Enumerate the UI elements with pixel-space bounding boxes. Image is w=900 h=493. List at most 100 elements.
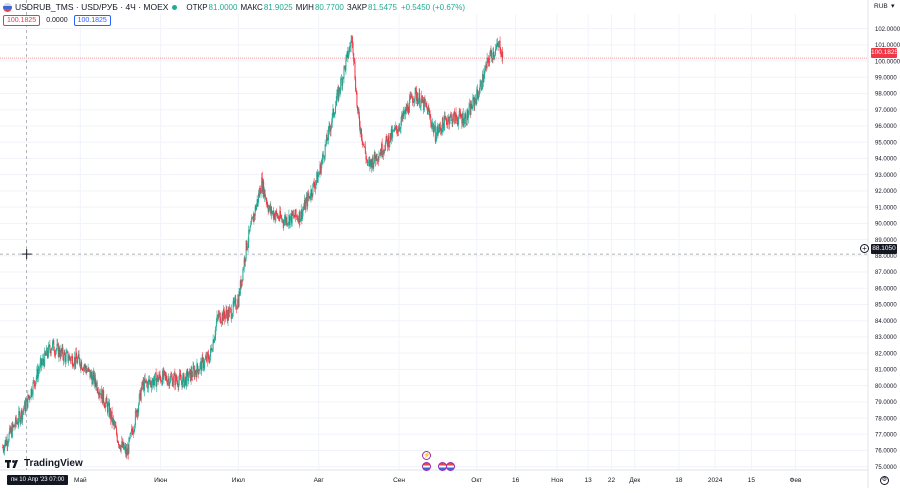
candle-body xyxy=(96,382,98,392)
y-tick-label: 83.0000 xyxy=(875,335,897,341)
candle-body xyxy=(485,64,487,68)
candle-body xyxy=(239,291,241,295)
candle-body xyxy=(423,98,425,111)
candle-body xyxy=(367,161,369,163)
candle-body xyxy=(338,87,340,92)
candle-body xyxy=(107,404,109,413)
candle-body xyxy=(315,180,317,185)
candle-body xyxy=(314,186,316,189)
lightning-icon[interactable]: ⚡ xyxy=(422,451,431,460)
candle-body xyxy=(261,177,263,193)
candle-body xyxy=(208,354,210,360)
candle-body xyxy=(39,362,41,370)
candle-body xyxy=(200,360,202,371)
candle-body xyxy=(406,104,408,111)
candle-body xyxy=(439,127,441,131)
us-flag-icon[interactable] xyxy=(422,462,431,471)
candle-body xyxy=(40,358,42,363)
tradingview-mark-icon xyxy=(5,459,18,468)
tradingview-logo[interactable]: TradingView xyxy=(5,458,83,469)
candle-body xyxy=(14,426,16,427)
us-flag-icon[interactable] xyxy=(446,462,455,471)
candle-body xyxy=(455,112,457,118)
candle-body xyxy=(470,103,472,115)
chevron-down-icon[interactable]: ▾ xyxy=(891,3,895,10)
candle-body xyxy=(254,206,256,216)
candle-body xyxy=(16,422,18,423)
candle-body xyxy=(303,207,305,210)
candle-body xyxy=(184,376,186,381)
candle-body xyxy=(395,125,397,130)
candle-body xyxy=(482,73,484,83)
candle-body xyxy=(210,348,212,349)
candle-body xyxy=(427,108,429,115)
candle-body xyxy=(381,143,383,156)
candle-body xyxy=(90,372,92,378)
buy-button[interactable]: 100.1825 xyxy=(73,15,111,26)
candle-body xyxy=(151,382,153,388)
candle-body xyxy=(178,380,180,387)
candle-body xyxy=(373,162,375,168)
candle-body xyxy=(161,381,163,385)
candle-body xyxy=(232,301,234,314)
candle-body xyxy=(393,127,395,132)
candle-body xyxy=(293,214,295,218)
candle-body xyxy=(158,374,160,379)
candle-body xyxy=(220,322,222,324)
gear-icon[interactable]: ⚙ xyxy=(880,476,889,485)
candle-body xyxy=(332,108,334,114)
candle-body xyxy=(421,95,423,103)
currency-label[interactable]: RUB xyxy=(874,3,888,10)
candle-body xyxy=(460,117,462,118)
x-tick-label: Ноя xyxy=(551,477,563,484)
candle-body xyxy=(44,351,46,355)
candle-body xyxy=(212,339,214,351)
candle-body xyxy=(353,52,355,62)
candle-body xyxy=(336,93,338,102)
candle-body xyxy=(31,388,33,395)
candle-body xyxy=(252,216,254,222)
candle-body xyxy=(236,307,238,309)
candle-body xyxy=(441,129,443,133)
candle-body xyxy=(312,183,314,196)
sell-button[interactable]: 100.1825 xyxy=(3,15,41,26)
candle-body xyxy=(364,146,366,148)
candle-body xyxy=(72,366,74,367)
candle-body xyxy=(82,369,84,371)
candle-body xyxy=(160,377,162,382)
x-tick-label: 22 xyxy=(608,477,616,484)
candle-body xyxy=(181,380,183,387)
candle-body xyxy=(374,151,376,159)
candle-body xyxy=(221,321,223,323)
symbol-title[interactable]: USDRUB_TMS · USD/РУБ · 4Ч · MOEX xyxy=(15,2,169,12)
candle-body xyxy=(7,443,9,446)
candle-body xyxy=(164,371,166,376)
x-tick-label: Сен xyxy=(393,477,405,484)
candle-body xyxy=(35,377,37,382)
candle-body xyxy=(407,104,409,113)
plus-circle-icon[interactable]: + xyxy=(860,244,869,253)
candle-body xyxy=(449,120,451,125)
candle-body xyxy=(457,122,459,125)
candle-body xyxy=(51,342,53,348)
candle-body xyxy=(112,418,114,422)
candle-body xyxy=(259,188,261,196)
candle-body xyxy=(472,97,474,109)
candle-body xyxy=(52,340,54,343)
candle-body xyxy=(456,118,458,123)
candle-body xyxy=(297,218,299,220)
candle-body xyxy=(342,77,344,79)
candle-body xyxy=(36,368,38,378)
candle-body xyxy=(124,446,126,448)
candle-body xyxy=(326,134,328,141)
candle-body xyxy=(238,291,240,307)
candle-body xyxy=(474,98,476,100)
candle-body xyxy=(316,172,318,181)
candle-body xyxy=(108,403,110,405)
candle-body xyxy=(371,157,373,169)
candle-body xyxy=(60,348,62,358)
candle-body xyxy=(282,219,284,224)
candle-body xyxy=(359,126,361,133)
